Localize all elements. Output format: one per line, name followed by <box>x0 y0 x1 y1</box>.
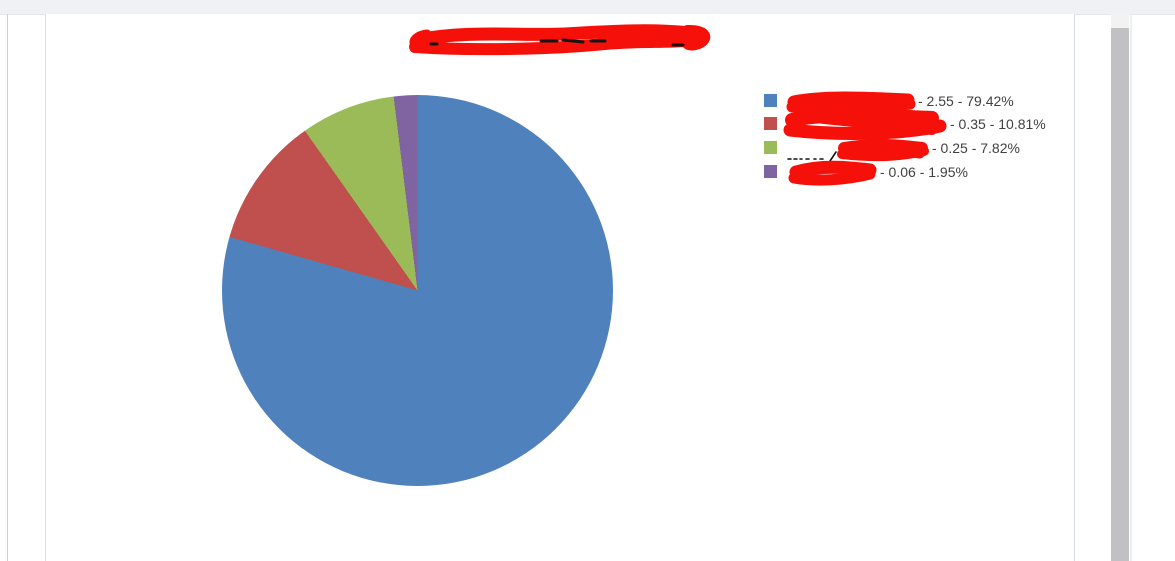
legend-value-text: - 2.55 - 79.42% <box>918 93 1014 109</box>
legend-swatch <box>764 94 777 107</box>
legend-swatch <box>764 165 777 178</box>
legend-swatch <box>764 117 777 130</box>
legend-swatch <box>764 141 777 154</box>
left-divider-line <box>7 14 8 561</box>
right-edge-line <box>1130 14 1132 561</box>
pie-chart <box>222 95 613 486</box>
legend-value-text: - 0.25 - 7.82% <box>932 140 1020 156</box>
legend-value-text: - 0.35 - 10.81% <box>950 116 1046 132</box>
legend-value-text: - 0.06 - 1.95% <box>880 164 968 180</box>
scrollbar-thumb[interactable] <box>1111 28 1129 561</box>
top-strip <box>0 0 1175 15</box>
